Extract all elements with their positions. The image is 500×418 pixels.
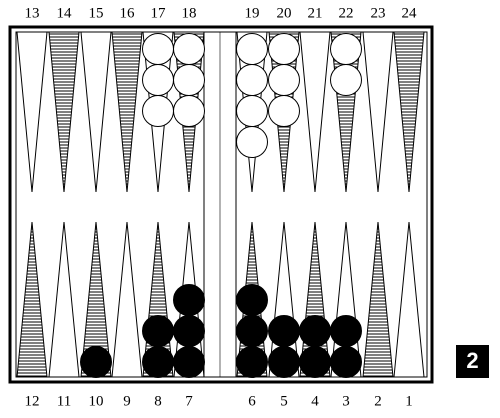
checker — [236, 95, 268, 127]
checker — [173, 95, 205, 127]
checker — [236, 284, 268, 316]
checker — [268, 33, 300, 65]
checker — [330, 315, 362, 347]
point-label: 12 — [25, 393, 40, 409]
checker — [330, 33, 362, 65]
checker — [80, 346, 112, 378]
checker — [236, 126, 268, 158]
checker — [268, 64, 300, 96]
checker — [268, 346, 300, 378]
point-label: 21 — [308, 5, 323, 21]
checker — [330, 64, 362, 96]
point-label: 3 — [342, 393, 350, 409]
point-label: 20 — [277, 5, 292, 21]
point-label: 11 — [57, 393, 71, 409]
checker — [173, 346, 205, 378]
point-triangle — [111, 221, 143, 378]
checker — [142, 346, 174, 378]
point-triangle — [111, 31, 143, 193]
point-label: 14 — [57, 5, 73, 21]
point-triangle — [80, 31, 112, 193]
point-label: 7 — [185, 393, 193, 409]
point-label: 4 — [311, 393, 319, 409]
point-label: 19 — [245, 5, 260, 21]
checker — [173, 315, 205, 347]
point-label: 13 — [25, 5, 40, 21]
point-label: 24 — [402, 5, 418, 21]
point-label: 5 — [280, 393, 288, 409]
checker — [173, 64, 205, 96]
checker — [142, 64, 174, 96]
point-label: 18 — [182, 5, 197, 21]
point-label: 15 — [89, 5, 104, 21]
point-label: 9 — [123, 393, 131, 409]
point-label: 6 — [248, 393, 256, 409]
point-triangle — [48, 31, 80, 193]
doubling-cube — [456, 345, 489, 378]
board-frame — [8, 25, 434, 384]
checker — [330, 346, 362, 378]
checker — [236, 33, 268, 65]
checkers — [80, 33, 362, 378]
checker — [173, 33, 205, 65]
point-label: 2 — [374, 393, 382, 409]
point-triangle — [16, 221, 48, 378]
checker — [236, 315, 268, 347]
checker — [299, 315, 331, 347]
board-inner — [15, 31, 428, 378]
point-triangle — [16, 31, 48, 193]
checker — [236, 64, 268, 96]
point-triangle — [393, 31, 425, 193]
checker — [173, 284, 205, 316]
checker — [268, 315, 300, 347]
point-label: 22 — [339, 5, 354, 21]
point-triangle — [48, 221, 80, 378]
point-label: 17 — [151, 5, 167, 21]
checker — [142, 95, 174, 127]
point-label: 10 — [89, 393, 104, 409]
point-triangle — [362, 221, 394, 378]
point-label: 1 — [405, 393, 413, 409]
point-label: 16 — [120, 5, 136, 21]
checker — [236, 346, 268, 378]
point-label: 8 — [154, 393, 162, 409]
point-triangle — [362, 31, 394, 193]
checker — [142, 33, 174, 65]
checker — [268, 95, 300, 127]
point-triangle — [299, 31, 331, 193]
checker — [299, 346, 331, 378]
point-label: 23 — [371, 5, 386, 21]
point-triangle — [393, 221, 425, 378]
cube-value: 2 — [466, 348, 478, 373]
checker — [142, 315, 174, 347]
